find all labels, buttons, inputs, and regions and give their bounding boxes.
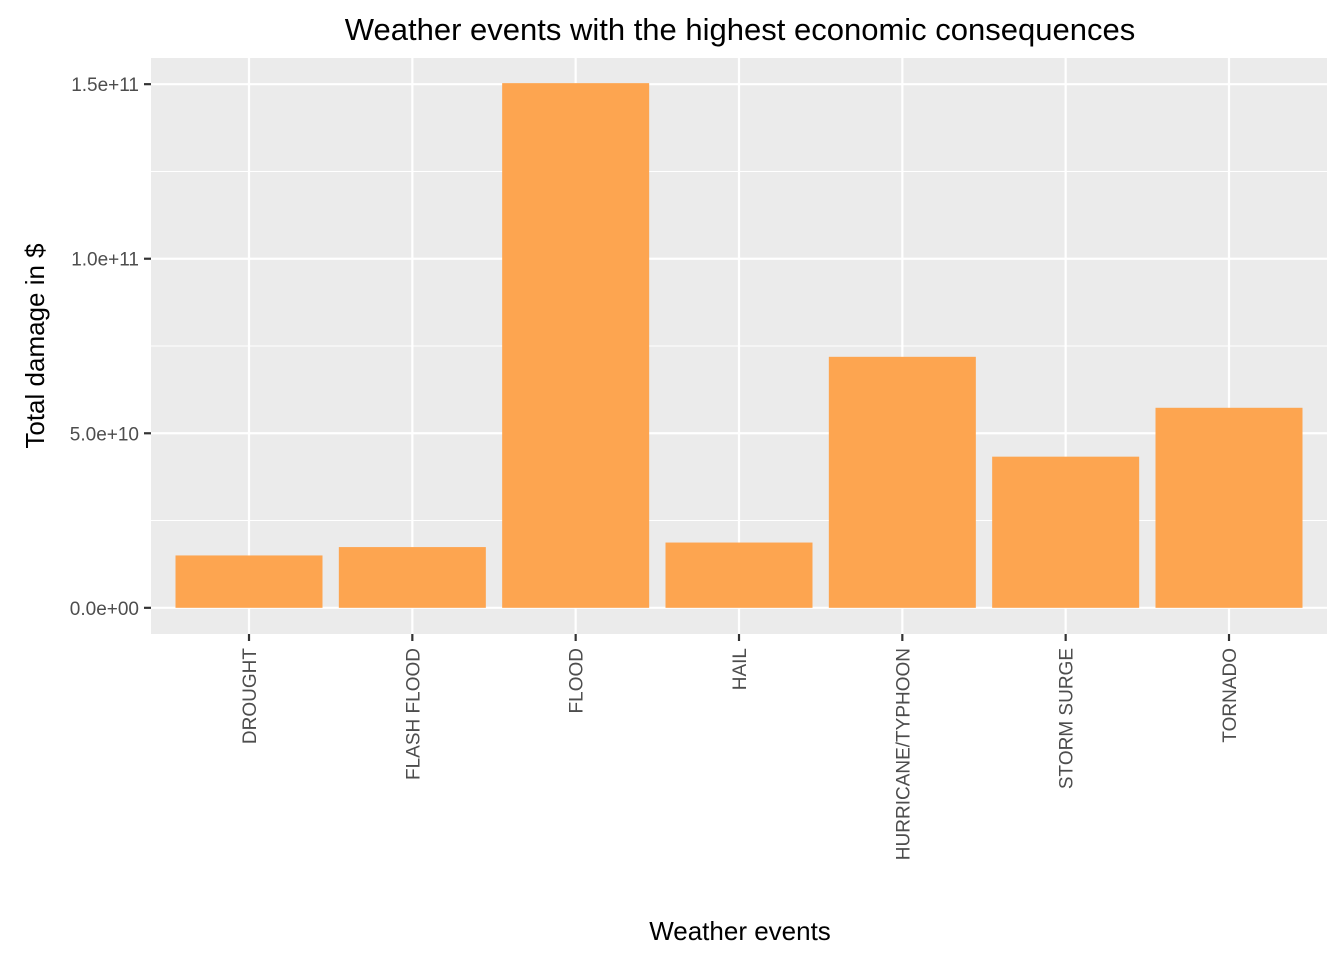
y-tick-label: 0.0e+00 [70,599,139,620]
y-tick-label: 5.0e+10 [70,424,139,445]
bar-flood [502,83,650,608]
x-tick-label: FLOOD [567,648,588,713]
y-axis: 0.0e+00 5.0e+10 1.0e+11 1.5e+11 [70,75,151,620]
bars [175,83,1303,608]
chart-title: Weather events with the highest economic… [345,12,1135,47]
x-tick-label: STORM SURGE [1057,648,1078,789]
bar-hurricane-typhoon [828,356,976,608]
x-tick-label: HAIL [730,648,751,690]
bar-tornado [1155,407,1303,608]
x-tick-label: HURRICANE/TYPHOON [893,648,914,860]
y-tick-label: 1.5e+11 [71,75,139,96]
bar-storm-surge [992,456,1140,608]
y-tick-label: 1.0e+11 [71,250,139,271]
bar-drought [175,555,323,608]
x-tick-label: TORNADO [1220,648,1241,743]
x-tick-label: DROUGHT [240,648,261,744]
x-axis: DROUGHT FLASH FLOOD FLOOD HAIL HURRICANE/TYP… [240,634,1241,860]
x-tick-label: FLASH FLOOD [403,648,424,780]
bar-hail [665,542,813,608]
x-axis-title: Weather events [649,916,831,946]
y-axis-title: Total damage in $ [20,243,50,449]
bar-flash-flood [338,547,486,608]
